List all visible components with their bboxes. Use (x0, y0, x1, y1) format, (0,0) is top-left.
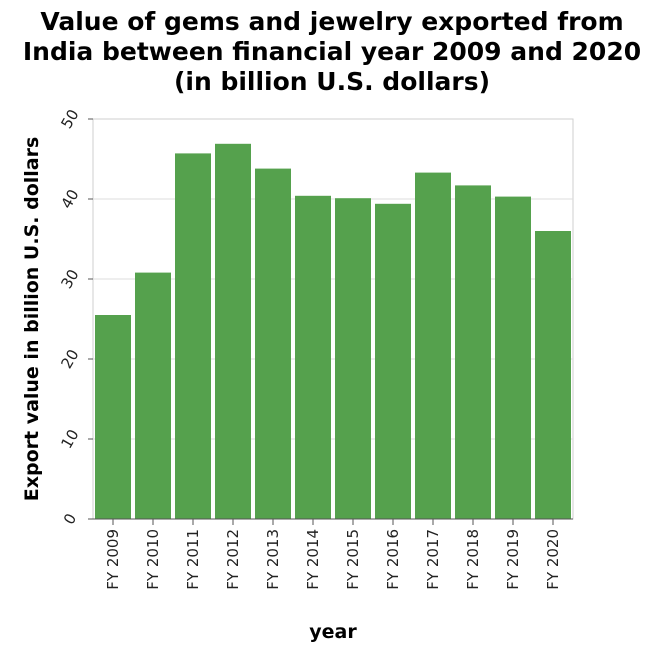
bar-fy-2013 (255, 168, 291, 519)
x-tick-label: FY 2017 (424, 529, 442, 590)
y-tick-label: 20 (57, 346, 82, 372)
bars (95, 143, 571, 520)
x-tick-label: FY 2015 (344, 529, 362, 590)
x-tick-label: FY 2012 (224, 529, 242, 590)
bar-fy-2010 (135, 272, 171, 519)
x-tick-label: FY 2018 (464, 529, 482, 590)
x-tick-label: FY 2019 (504, 529, 522, 590)
x-tick-label: FY 2010 (144, 529, 162, 590)
plot-area (92, 118, 574, 520)
chart-title-line-3: (in billion U.S. dollars) (174, 67, 490, 96)
x-tick-label: FY 2013 (264, 529, 282, 590)
y-tick-label: 40 (57, 186, 82, 212)
y-tick-label: 0 (60, 510, 80, 527)
x-tick-label: FY 2020 (544, 529, 562, 590)
bar-fy-2018 (455, 185, 491, 519)
bar-fy-2019 (495, 196, 531, 519)
grid-lines (93, 198, 573, 440)
bar-fy-2009 (95, 315, 131, 519)
x-tick-label: FY 2014 (304, 529, 322, 590)
y-axis-title: Export value in billion U.S. dollars (21, 137, 43, 502)
chart-title-line-1: Value of gems and jewelry exported from (40, 7, 623, 36)
bar-fy-2017 (415, 172, 451, 519)
x-axis-title: year (309, 621, 357, 643)
bar-fy-2016 (375, 203, 411, 520)
x-tick-label: FY 2011 (184, 529, 202, 590)
bar-fy-2012 (215, 143, 251, 520)
bar-fy-2015 (335, 198, 371, 519)
bar-fy-2020 (535, 231, 571, 519)
y-tick-label: 10 (57, 426, 82, 452)
x-tick-label: FY 2016 (384, 529, 402, 590)
chart-title-line-2: India between financial year 2009 and 20… (23, 37, 641, 66)
x-tick-label: FY 2009 (104, 529, 122, 590)
bar-fy-2011 (175, 153, 211, 519)
y-axis-ticks: 0 10 20 30 40 50 (57, 106, 93, 528)
x-axis-ticks: FY 2009 FY 2010 FY 2011 FY 2012 FY 2013 FY 20… (104, 519, 562, 590)
bar-fy-2014 (295, 195, 331, 520)
y-tick-label: 50 (57, 106, 82, 132)
y-tick-label: 30 (57, 266, 82, 292)
